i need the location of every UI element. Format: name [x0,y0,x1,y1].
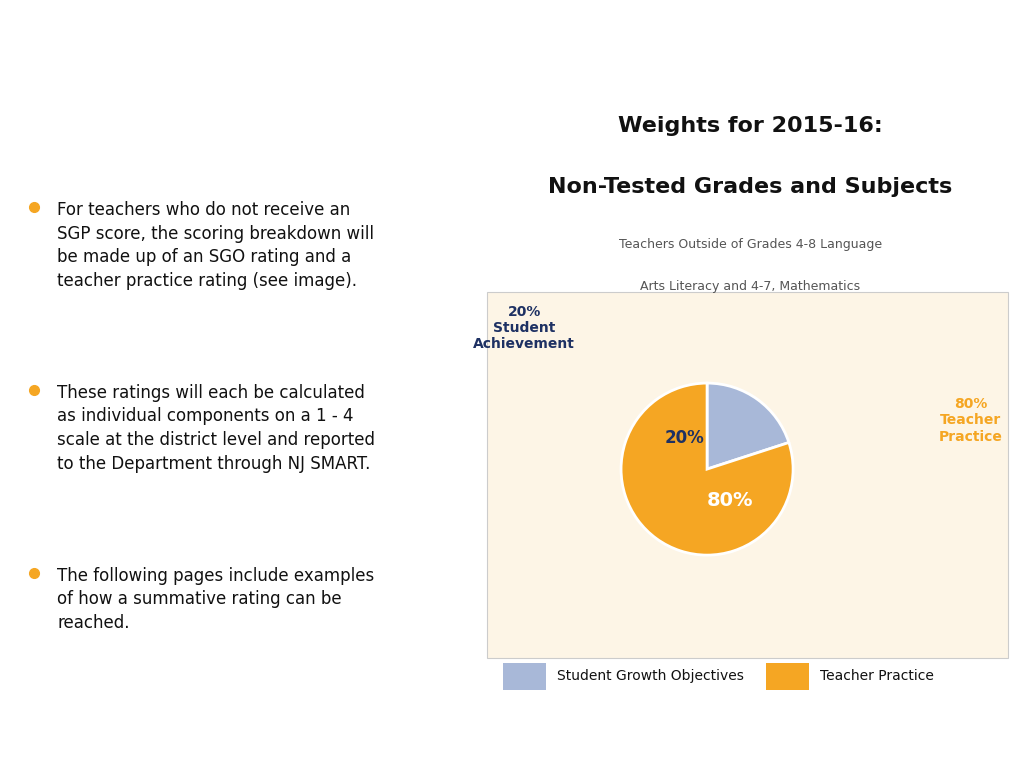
Wedge shape [621,383,793,555]
Text: Teacher Practice: Teacher Practice [820,669,934,684]
FancyBboxPatch shape [486,293,1008,658]
Text: AchieveNJ: AchieveNJ [878,711,955,725]
Text: 20%: 20% [665,429,705,447]
Text: Weights for 2015-16:: Weights for 2015-16: [617,116,883,136]
Text: Teach. Lead. Grow.: Teach. Lead. Grow. [878,736,955,745]
Text: Component Weighting for Non - SGP Teachers: Component Weighting for Non - SGP Teache… [26,37,958,71]
Text: 16: 16 [966,743,988,760]
Text: 20%
Student
Achievement: 20% Student Achievement [473,305,575,351]
Text: These ratings will each be calculated
as individual components on a 1 - 4
scale : These ratings will each be calculated as… [57,384,375,472]
Text: For teachers who do not receive an
SGP score, the scoring breakdown will
be made: For teachers who do not receive an SGP s… [57,201,375,290]
Text: Student Growth Objectives: Student Growth Objectives [557,669,743,684]
Text: 80%
Teacher
Practice: 80% Teacher Practice [939,397,1002,444]
FancyBboxPatch shape [503,663,546,690]
Text: 80%: 80% [707,491,753,510]
Text: Arts Literacy and 4-7, Mathematics: Arts Literacy and 4-7, Mathematics [640,280,860,293]
Text: The following pages include examples
of how a summative rating can be
reached.: The following pages include examples of … [57,567,375,632]
FancyBboxPatch shape [766,663,809,690]
Text: Teachers Outside of Grades 4-8 Language: Teachers Outside of Grades 4-8 Language [618,237,882,250]
Wedge shape [707,383,788,469]
Text: Non-Tested Grades and Subjects: Non-Tested Grades and Subjects [548,177,952,197]
